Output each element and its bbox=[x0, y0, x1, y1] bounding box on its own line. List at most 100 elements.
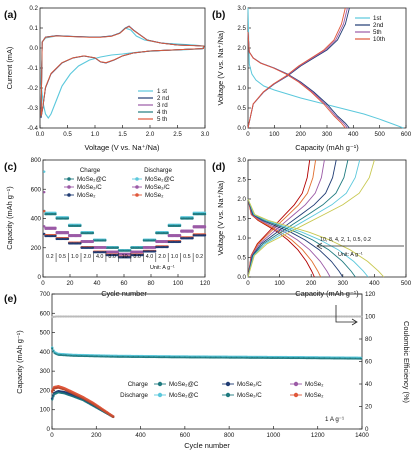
series-line-cycle bbox=[40, 25, 205, 118]
legend-label: 10th bbox=[373, 36, 386, 43]
ce-point bbox=[133, 315, 136, 318]
legend-label: MoSe₂/C bbox=[145, 184, 170, 191]
y-tick-label: 1.5 bbox=[237, 216, 246, 223]
ce-point bbox=[138, 315, 141, 318]
legend-marker bbox=[225, 381, 231, 387]
ce-point bbox=[307, 315, 310, 318]
ce-point bbox=[300, 315, 303, 318]
ce-point bbox=[174, 315, 178, 318]
ce-point bbox=[355, 315, 358, 318]
ce-point bbox=[140, 315, 143, 318]
ce-point bbox=[328, 315, 331, 318]
ce-point bbox=[171, 315, 174, 318]
ce-point bbox=[211, 315, 214, 318]
x-tick-label: 20 bbox=[67, 280, 74, 287]
panel-e-label: (e) bbox=[4, 293, 17, 305]
charge-point bbox=[104, 250, 107, 254]
ce-point bbox=[229, 315, 232, 318]
x-tick-label: 400 bbox=[348, 131, 359, 138]
y-tick-label: 1.0 bbox=[237, 85, 246, 92]
panel-a-label: (a) bbox=[4, 9, 17, 21]
y-tick-label: 0 bbox=[38, 274, 42, 281]
ce-point bbox=[199, 315, 202, 318]
y-tick-label: 2.0 bbox=[237, 45, 246, 52]
ce-point bbox=[212, 315, 216, 318]
ce-point bbox=[77, 315, 80, 318]
x-tick-label: 1.5 bbox=[118, 131, 127, 138]
charge-point bbox=[104, 239, 107, 242]
ce-point bbox=[232, 315, 235, 318]
y-tick-label: 0.1 bbox=[29, 25, 38, 32]
charge-point bbox=[91, 231, 95, 235]
ce-point bbox=[234, 315, 237, 318]
y2-tick-label: 0 bbox=[365, 426, 369, 433]
ce-point bbox=[55, 315, 59, 318]
panel-b-xlabel: Capacity (mAh g⁻¹) bbox=[295, 143, 358, 152]
charge-point bbox=[153, 250, 157, 253]
x-tick-label: 60 bbox=[121, 280, 128, 287]
legend-label: 5th bbox=[373, 29, 382, 36]
ce-point bbox=[123, 315, 126, 318]
y-tick-label: 200 bbox=[31, 245, 42, 252]
legend-label: MoSe₂ bbox=[77, 192, 96, 199]
x-tick-label: 400 bbox=[369, 280, 380, 287]
ce-point bbox=[148, 315, 151, 318]
ce-point bbox=[83, 315, 87, 318]
x-tick-label: 0 bbox=[41, 280, 45, 287]
ce-point bbox=[103, 315, 107, 318]
x-tick-label: 600 bbox=[401, 131, 412, 138]
x-tick-label: 0.5 bbox=[63, 131, 72, 138]
ce-point bbox=[356, 315, 359, 318]
legend-label: MoSe₂ bbox=[145, 192, 164, 199]
ce-point bbox=[221, 315, 224, 318]
ce-point bbox=[188, 315, 191, 318]
legend-marker bbox=[135, 185, 139, 189]
ce-point bbox=[245, 315, 249, 318]
ce-point bbox=[59, 315, 62, 318]
legend-marker bbox=[293, 381, 299, 387]
legend-label: 1 st bbox=[157, 88, 167, 95]
panel-e-xlabel: Cycle number bbox=[184, 441, 230, 450]
ce-point bbox=[239, 315, 242, 318]
y-tick-label: 0.5 bbox=[237, 105, 246, 112]
legend-label: MoSe₂/C bbox=[237, 381, 262, 388]
x-tick-label: 80 bbox=[148, 280, 155, 287]
ce-point bbox=[95, 315, 98, 318]
y-tick-label: 3.0 bbox=[237, 5, 246, 12]
ce-point bbox=[50, 315, 54, 319]
legend-label: MoSe₂@C bbox=[145, 176, 175, 183]
ce-point bbox=[64, 315, 67, 318]
ce-point bbox=[226, 315, 229, 318]
ce-point bbox=[173, 315, 176, 318]
discharge-curve bbox=[247, 198, 322, 278]
legend-header-charge: Charge bbox=[80, 167, 101, 174]
ce-point bbox=[224, 315, 227, 318]
rate-label: 8.0 bbox=[108, 254, 116, 260]
x-tick-label: 1000 bbox=[267, 432, 281, 439]
y2-tick-label: 120 bbox=[365, 291, 376, 298]
ce-point bbox=[318, 315, 321, 318]
x-tick-label: 2.0 bbox=[146, 131, 155, 138]
ce-point bbox=[264, 315, 267, 318]
legend-label: MoSe₂ bbox=[305, 381, 324, 388]
ce-point bbox=[194, 315, 197, 318]
legend-label: 3 rd bbox=[157, 102, 168, 109]
ce-point bbox=[57, 315, 60, 318]
discharge-point bbox=[43, 190, 46, 194]
ce-point bbox=[255, 315, 259, 318]
ce-point bbox=[209, 315, 212, 318]
ce-point bbox=[338, 315, 341, 318]
ce-point bbox=[250, 315, 254, 318]
x-tick-label: 100 bbox=[269, 131, 280, 138]
charge-curve bbox=[247, 159, 361, 278]
ce-point bbox=[346, 315, 350, 318]
ce-point bbox=[236, 315, 239, 318]
ce-point bbox=[259, 315, 262, 318]
ce-point bbox=[206, 315, 209, 318]
y2-tick-label: 20 bbox=[365, 404, 372, 411]
ce-point bbox=[107, 315, 110, 318]
ce-point bbox=[135, 315, 138, 318]
charge-curve bbox=[247, 159, 325, 278]
y-tick-label: 2.5 bbox=[237, 177, 246, 184]
panel-c-label: (c) bbox=[4, 161, 17, 173]
